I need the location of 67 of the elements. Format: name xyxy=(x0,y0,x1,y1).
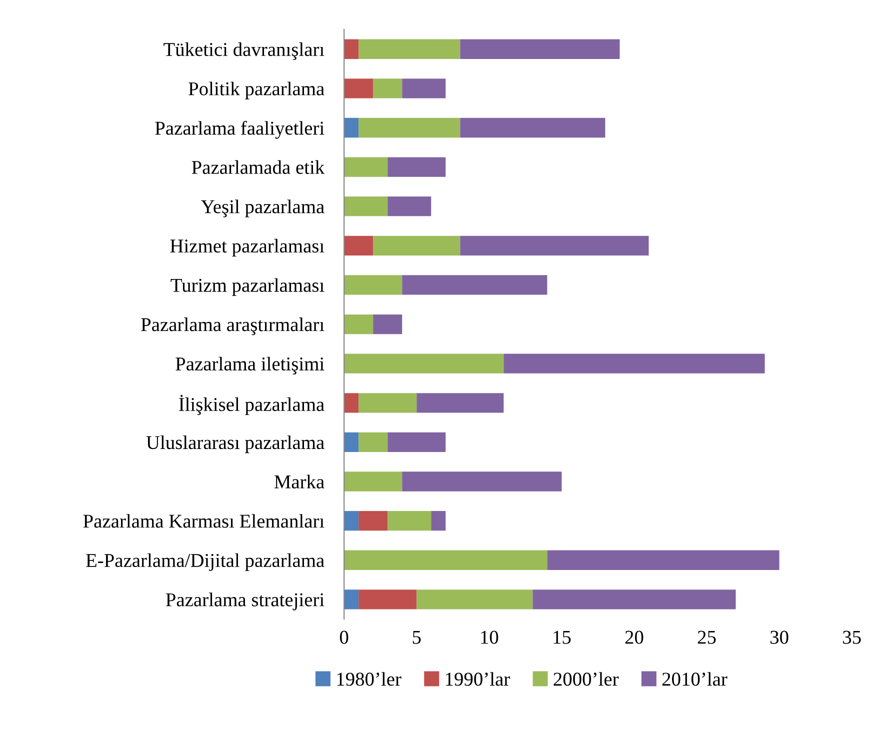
bar xyxy=(358,510,388,531)
bar xyxy=(358,39,460,59)
x-tick-label: 5 xyxy=(412,630,421,644)
bar xyxy=(358,590,417,610)
x-tick-label: 35 xyxy=(843,630,861,644)
legend-label: 2010’lar xyxy=(662,672,728,686)
y-tick-label: Yeşil pazarlama xyxy=(201,200,324,218)
bar xyxy=(402,275,548,295)
y-tick-label: Pazarlama faaliyetleri xyxy=(155,120,324,139)
bar xyxy=(373,236,460,256)
bar xyxy=(416,590,533,610)
bar xyxy=(344,393,359,413)
bar xyxy=(344,78,374,98)
bar xyxy=(373,78,402,98)
y-tick-label: Pazarlamada etik xyxy=(192,160,325,174)
y-tick-label: Pazarlama stratejieri xyxy=(166,592,324,610)
x-tick-label: 25 xyxy=(698,630,716,644)
bar xyxy=(416,393,504,413)
bar xyxy=(344,550,548,570)
y-tick-label: İlişkisel pazarlama xyxy=(179,394,324,416)
y-tick-label: Marka xyxy=(274,474,324,488)
y-tick-label: Tüketici davranışları xyxy=(164,42,324,60)
bar xyxy=(388,432,446,452)
bar xyxy=(532,590,736,610)
bar xyxy=(388,157,446,177)
y-tick-label: Politik pazarlama xyxy=(188,82,324,100)
bar xyxy=(388,196,432,216)
bar xyxy=(344,354,504,374)
bar xyxy=(460,39,620,59)
y-tick-label: Pazarlama araştırmaları xyxy=(141,318,324,336)
bar xyxy=(344,510,359,531)
bar xyxy=(402,78,446,98)
bar xyxy=(344,236,374,256)
bar xyxy=(344,157,388,177)
bar xyxy=(358,432,388,452)
bar xyxy=(344,39,359,59)
bar xyxy=(431,510,446,531)
y-tick-label: Pazarlama iletişimi xyxy=(176,356,324,374)
legend-label: 1990’lar xyxy=(446,672,510,686)
bar xyxy=(373,314,402,334)
bar xyxy=(388,510,432,531)
x-tick-label: 20 xyxy=(625,630,644,644)
bar xyxy=(344,118,359,138)
bar xyxy=(547,550,780,570)
bar xyxy=(344,275,402,295)
x-tick-label: 15 xyxy=(554,630,571,644)
legend-label: 1980’ler xyxy=(337,672,402,686)
bar xyxy=(402,472,562,492)
x-tick-label: 30 xyxy=(770,630,788,644)
bar xyxy=(344,472,402,492)
y-tick-label: Hizmet pazarlaması xyxy=(170,238,324,257)
x-tick-label: 0 xyxy=(340,630,348,644)
y-tick-label: Uluslararası pazarlama xyxy=(146,435,324,454)
legend-label: 2000’ler xyxy=(554,672,619,686)
bar xyxy=(344,432,359,452)
bar xyxy=(344,196,388,216)
bar xyxy=(344,314,374,334)
y-tick-label: E-Pazarlama/Dijital pazarlama xyxy=(86,553,324,572)
bar xyxy=(358,393,417,413)
bar xyxy=(358,118,460,138)
bar xyxy=(504,354,765,374)
y-tick-label: Turizm pazarlaması xyxy=(170,278,324,296)
y-tick-label: Pazarlama Karması Elemanları xyxy=(83,514,324,528)
x-tick-label: 10 xyxy=(481,630,498,644)
bar xyxy=(460,118,606,138)
bar xyxy=(344,590,359,610)
bar xyxy=(460,236,649,256)
